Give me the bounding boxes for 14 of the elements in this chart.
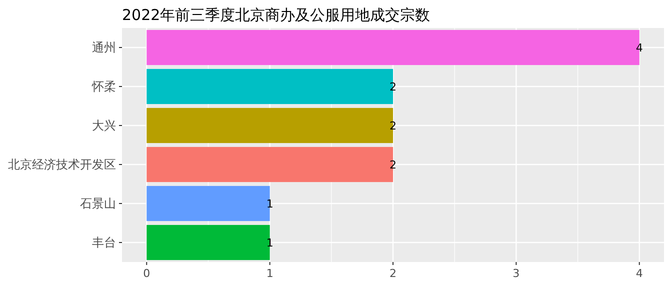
data-label: 1 bbox=[266, 198, 274, 210]
chart-title: 2022年前三季度北京商办及公服用地成交宗数 bbox=[122, 6, 430, 24]
x-tick-label: 0 bbox=[143, 267, 150, 280]
x-tick-label: 3 bbox=[512, 267, 520, 280]
data-label: 4 bbox=[636, 42, 643, 54]
y-tick-label: 石景山 bbox=[80, 196, 116, 210]
y-tick-label: 北京经济技术开发区 bbox=[8, 158, 116, 172]
y-tick-label: 大兴 bbox=[92, 118, 116, 132]
x-tick-label: 1 bbox=[266, 267, 274, 280]
x-tick-label: 2 bbox=[390, 267, 396, 280]
y-tick-label: 丰台 bbox=[92, 236, 116, 250]
x-tick-label: 4 bbox=[636, 267, 643, 280]
y-tick-label: 怀柔 bbox=[91, 80, 116, 94]
y-tick-label: 通州 bbox=[92, 40, 116, 54]
